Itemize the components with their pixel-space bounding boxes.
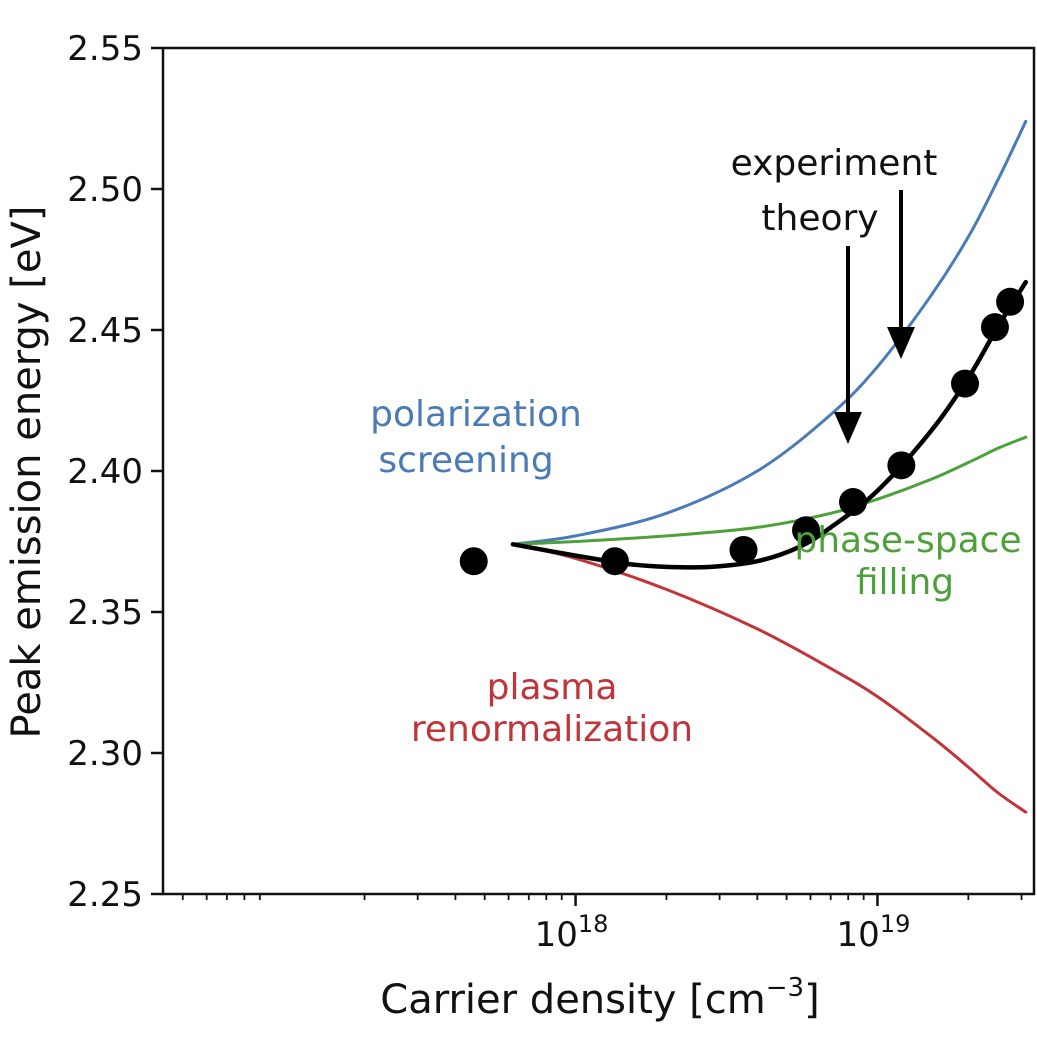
y-axis-label: Peak emission energy [eV] bbox=[4, 206, 50, 739]
y-tick-label: 2.35 bbox=[67, 593, 143, 633]
annotation-polarization-line1: polarization bbox=[370, 394, 582, 435]
experiment-point bbox=[792, 516, 821, 545]
x-tick-label: 1019 bbox=[837, 910, 911, 955]
series-line-phase-space bbox=[511, 435, 1028, 546]
axis-ticks: 2.25 2.30 2.35 2.40 2.45 2.50 2.55 1018 1019 bbox=[67, 29, 1023, 955]
x-tick-label: 1018 bbox=[535, 910, 609, 955]
y-tick-label: 2.25 bbox=[67, 875, 143, 915]
series-line-polarization bbox=[511, 119, 1028, 546]
y-tick-label: 2.45 bbox=[67, 311, 143, 351]
experiment-point bbox=[996, 287, 1025, 316]
y-tick-label: 2.55 bbox=[67, 29, 143, 69]
annotation-experiment: experiment bbox=[731, 143, 938, 184]
y-tick-label: 2.40 bbox=[67, 452, 143, 492]
y-tick-label: 2.30 bbox=[67, 734, 143, 774]
x-axis-label: Carrier density [cm−3] bbox=[380, 973, 819, 1023]
experiment-point bbox=[887, 451, 916, 480]
annotation-phase-space-line2: filling bbox=[856, 562, 954, 603]
experiment-point bbox=[459, 547, 488, 576]
arrow-theory bbox=[834, 246, 862, 444]
experiment-point bbox=[839, 488, 868, 517]
y-tick-label: 2.50 bbox=[67, 170, 143, 210]
annotation-plasma-line2: renormalization bbox=[411, 709, 693, 750]
annotation-polarization-line2: screening bbox=[378, 440, 553, 481]
plot-area bbox=[459, 119, 1029, 814]
experiment-point bbox=[980, 313, 1009, 342]
experiment-point bbox=[729, 535, 758, 564]
annotation-theory: theory bbox=[761, 198, 878, 239]
annotation-phase-space-line1: phase-space bbox=[794, 520, 1021, 561]
arrow-experiment bbox=[887, 190, 915, 359]
experiment-point bbox=[600, 547, 629, 576]
annotation-plasma-line1: plasma bbox=[487, 667, 618, 708]
experiment-point bbox=[951, 369, 980, 398]
